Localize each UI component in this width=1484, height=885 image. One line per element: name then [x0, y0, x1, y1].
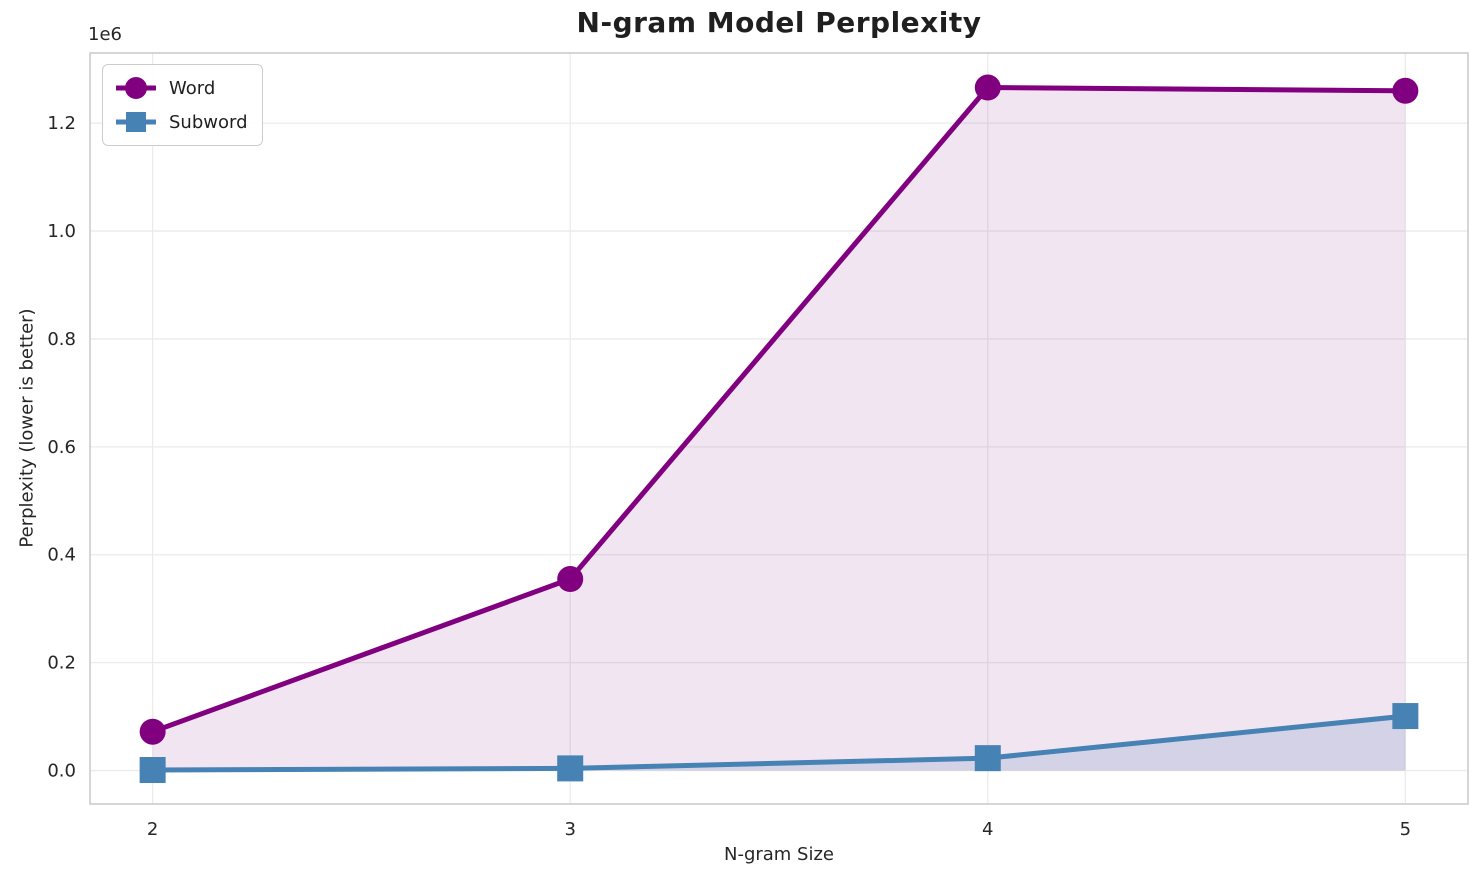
y-tick-label: 0.4 [47, 545, 76, 566]
y-tick-label: 0.8 [47, 329, 76, 350]
line-word [151, 85, 1406, 735]
subword-line-square-icon [116, 112, 156, 132]
marker-word-x4 [974, 74, 1001, 101]
x-tick-label: 3 [564, 819, 575, 840]
line-subword [152, 713, 1406, 773]
legend-item-word: Word [113, 73, 248, 103]
marker-subword-x5 [1392, 703, 1419, 730]
legend-label-word: Word [169, 77, 216, 99]
y-axis-offset-label: 1e6 [88, 24, 122, 45]
y-axis-label: Perplexity (lower is better) [16, 308, 38, 548]
area-word [152, 87, 1406, 771]
word-line-circle-icon [116, 77, 156, 99]
y-tick-label: 1.0 [47, 221, 76, 242]
x-tick-label: 2 [147, 819, 158, 840]
x-tick-label: 4 [982, 819, 993, 840]
area-subword [152, 716, 1406, 771]
legend: Word Subword [102, 64, 263, 146]
x-axis-label: N-gram Size [723, 844, 835, 865]
y-tick-label: 1.2 [47, 113, 76, 134]
legend-label-subword: Subword [169, 111, 248, 133]
plot-border [89, 52, 1469, 805]
y-tick-label: 0.2 [47, 653, 76, 674]
marker-subword-x4 [974, 745, 1001, 772]
marker-word-x5 [1392, 77, 1419, 104]
x-tick-label: 5 [1400, 819, 1411, 840]
y-tick-label: 0.0 [47, 761, 76, 782]
legend-item-subword: Subword [113, 107, 248, 137]
marker-word-x3 [557, 566, 584, 593]
marker-subword-x2 [139, 757, 166, 784]
y-tick-label: 0.6 [47, 437, 76, 458]
marker-word-x2 [139, 718, 166, 745]
chart-title: N-gram Model Perplexity [576, 6, 982, 39]
marker-subword-x3 [557, 755, 584, 782]
